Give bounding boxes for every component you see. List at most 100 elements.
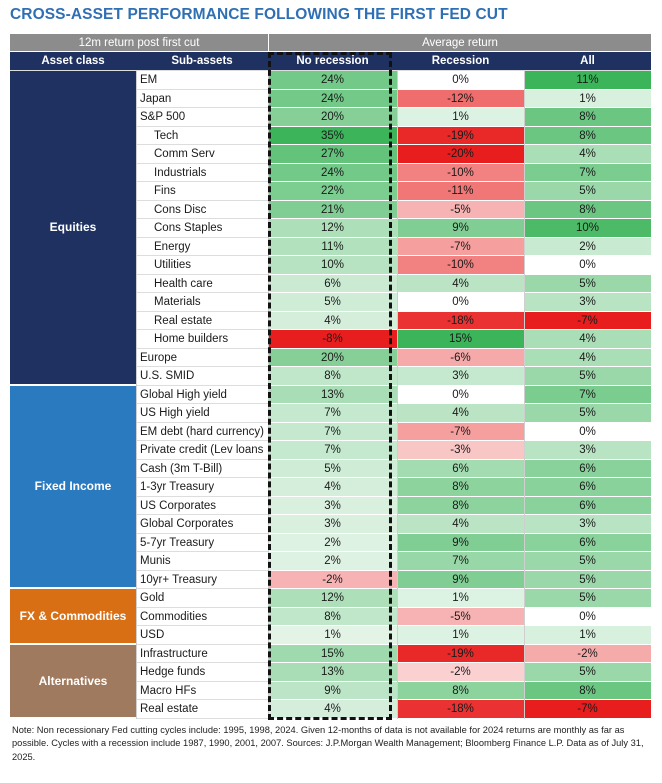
all-value: 1% [524,626,651,645]
all-value: 4% [524,348,651,367]
recession-value: -6% [397,348,524,367]
all-value: 0% [524,256,651,275]
all-value: 8% [524,108,651,127]
footnote: Note: Non recessionary Fed cutting cycle… [12,725,644,762]
all-value: 6% [524,533,651,552]
no-recession-value: 1% [268,626,397,645]
recession-value: 8% [397,496,524,515]
all-value: 5% [524,589,651,608]
all-value: 8% [524,200,651,219]
sub-asset-label: Real estate [136,700,268,719]
no-recession-value: 3% [268,515,397,534]
sub-asset-label: 5-7yr Treasury [136,534,268,552]
no-recession-value: 21% [268,200,397,219]
sub-asset-label: Private credit (Lev loans [136,441,268,460]
header-all: All [524,52,651,71]
recession-value: -18% [397,311,524,330]
all-value: 8% [524,126,651,145]
sub-asset-label: Industrials [136,164,268,182]
no-recession-value: 3% [268,496,397,515]
no-recession-value: 35% [268,126,397,145]
sub-asset-label: U.S. SMID [136,367,268,386]
sub-asset-label: Home builders [136,330,268,349]
sub-asset-label: Real estate [136,312,268,330]
no-recession-value: 9% [268,681,397,700]
all-value: 7% [524,163,651,182]
sub-asset-label: Cons Disc [136,201,268,219]
all-value: 5% [524,552,651,571]
column-divider [397,71,398,719]
header-asset-class: Asset class [10,52,136,71]
no-recession-value: 20% [268,348,397,367]
group-label-fixed-income: Fixed Income [10,385,136,588]
sub-asset-label: Utilities [136,256,268,275]
sub-asset-label: 10yr+ Treasury [136,571,268,589]
recession-value: 9% [397,570,524,589]
no-recession-value: 2% [268,552,397,571]
recession-value: -10% [397,256,524,275]
recession-value: 9% [397,219,524,238]
all-value: 0% [524,422,651,441]
no-recession-value: 10% [268,256,397,275]
all-value: -2% [524,644,651,663]
no-recession-value: 24% [268,89,397,108]
header-right-group: Average return [268,34,651,52]
sub-asset-label: US Corporates [136,497,268,515]
no-recession-value: 4% [268,700,397,719]
sub-asset-label: Infrastructure [136,645,268,663]
recession-value: 0% [397,293,524,312]
no-recession-value: 20% [268,108,397,127]
recession-value: 1% [397,108,524,127]
all-value: 10% [524,219,651,238]
all-value: 3% [524,441,651,460]
all-value: 7% [524,385,651,404]
recession-value: -7% [397,422,524,441]
all-value: 1% [524,89,651,108]
all-value: 0% [524,607,651,626]
sub-asset-label: Macro HFs [136,682,268,700]
recession-value: 6% [397,459,524,478]
all-value: -7% [524,700,651,719]
recession-value: 0% [397,385,524,404]
sub-asset-label: Gold [136,589,268,608]
sub-asset-label: Cash (3m T-Bill) [136,460,268,478]
recession-value: -19% [397,644,524,663]
no-recession-value: -2% [268,570,397,589]
no-recession-value: 4% [268,311,397,330]
sub-asset-label: Tech [136,127,268,145]
header-sub-assets: Sub-assets [136,52,268,71]
all-value: 5% [524,663,651,682]
sub-asset-label: Cons Staples [136,219,268,238]
sub-asset-label: Health care [136,275,268,293]
recession-value: 9% [397,533,524,552]
column-divider [268,71,269,719]
no-recession-value: 5% [268,293,397,312]
no-recession-value: 13% [268,663,397,682]
header-left-group: 12m return post first cut [10,34,268,52]
sub-asset-label: S&P 500 [136,108,268,127]
no-recession-value: 24% [268,71,397,90]
no-recession-value: 4% [268,478,397,497]
no-recession-value: 13% [268,385,397,404]
recession-value: 4% [397,274,524,293]
all-value: -7% [524,311,651,330]
all-value: 6% [524,496,651,515]
recession-value: -2% [397,663,524,682]
sub-asset-label: 1-3yr Treasury [136,478,268,497]
no-recession-value: 12% [268,589,397,608]
group-label-equities: Equities [10,71,136,385]
all-value: 5% [524,274,651,293]
no-recession-value: 27% [268,145,397,164]
all-value: 2% [524,237,651,256]
sub-asset-label: EM [136,71,268,90]
group-label-alternatives: Alternatives [10,644,136,718]
recession-value: 7% [397,552,524,571]
column-divider [524,71,525,719]
sub-asset-label: Munis [136,552,268,571]
all-value: 5% [524,182,651,201]
no-recession-value: 7% [268,404,397,423]
recession-value: -7% [397,237,524,256]
sub-asset-label: EM debt (hard currency) [136,423,268,441]
page-title: CROSS-ASSET PERFORMANCE FOLLOWING THE FI… [10,6,508,23]
no-recession-value: 7% [268,422,397,441]
